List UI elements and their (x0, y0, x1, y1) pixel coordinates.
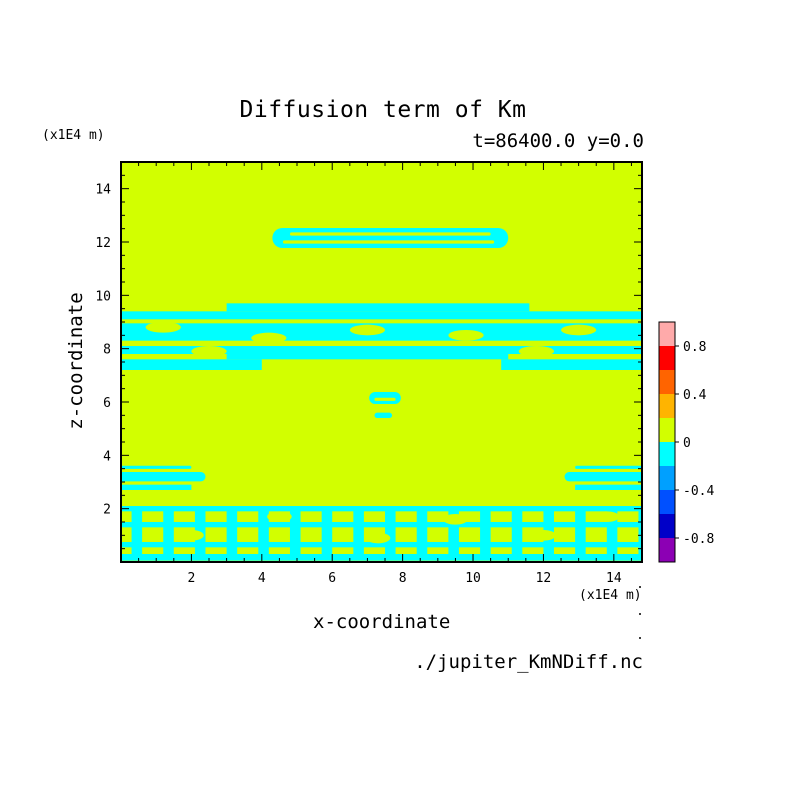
x-axis-unit: (x1E4 m) (579, 588, 642, 603)
right-shelf (575, 484, 642, 490)
axis-layer: 2 4 6 8 10 12 14 2 4 6 8 10 12 14 (95, 162, 642, 639)
bottom-streak (480, 508, 491, 557)
bottom-streak (353, 508, 364, 557)
bottom-band (121, 522, 642, 528)
x-tick-label: 8 (399, 571, 407, 586)
x-tick-label: 10 (465, 571, 481, 586)
bottom-streak (511, 508, 523, 557)
y-tick-label: 10 (95, 289, 111, 304)
bottom-streak (575, 508, 586, 557)
upper-feature-gap (289, 232, 491, 236)
bottom-streak (416, 508, 428, 557)
colorbar-swatch (659, 490, 675, 514)
axis-mark (639, 613, 641, 615)
y-tick-label: 4 (103, 449, 111, 464)
colorbar-tick-label: 0 (683, 436, 691, 451)
file-name-label: ./jupiter_KmNDiff.nc (414, 651, 643, 673)
mid-gap-blob (191, 346, 227, 357)
bottom-gap-blob (179, 530, 204, 541)
bottom-streak (385, 508, 396, 557)
bottom-streak (226, 508, 238, 557)
x-tick-label: 6 (328, 571, 336, 586)
bottom-streak (638, 508, 642, 557)
colorbar-tick-label: 0.4 (683, 388, 707, 403)
center-feature-tail (374, 412, 393, 418)
bottom-streak (289, 508, 301, 557)
bottom-gap-blob (443, 514, 468, 525)
mid-gap-blob (448, 330, 484, 341)
colorbar-swatch (659, 442, 675, 466)
x-tick-label: 12 (536, 571, 552, 586)
bottom-gap-blob (365, 532, 391, 544)
x-tick-label: 4 (258, 571, 266, 586)
y-tick-label: 12 (95, 236, 111, 251)
bottom-streak (131, 508, 143, 557)
y-tick-label: 6 (103, 396, 111, 411)
colorbar-swatch (659, 514, 675, 538)
bottom-band (121, 542, 642, 548)
x-tick-label: 14 (606, 571, 622, 586)
colorbar-tick-label: -0.8 (683, 532, 714, 547)
bottom-streak (258, 508, 269, 557)
left-shelf (121, 465, 192, 469)
chart-title: Diffusion term of Km (239, 97, 527, 123)
mid-band (121, 311, 642, 320)
colorbar: -0.8 -0.4 0 0.4 0.8 (658, 321, 714, 563)
bottom-streak (321, 508, 333, 557)
upper-feature-gap (282, 240, 495, 244)
mid-band (121, 359, 262, 370)
chart-subtitle: t=86400.0 y=0.0 (472, 130, 644, 152)
left-shelf (121, 472, 206, 482)
x-axis-label: x-coordinate (313, 611, 451, 633)
mid-gap-blob (251, 332, 287, 344)
bottom-band (121, 506, 642, 512)
bottom-streak (163, 508, 174, 557)
mid-gap-blob (518, 346, 554, 357)
field-layer (121, 162, 642, 562)
colorbar-swatch (659, 418, 675, 442)
mid-band (226, 351, 509, 360)
bottom-gap-blob (594, 511, 620, 522)
mid-band (121, 346, 642, 354)
colorbar-swatch (659, 370, 675, 394)
colorbar-swatch (659, 346, 675, 370)
upper-feature (272, 228, 509, 248)
colorbar-swatch (659, 466, 675, 490)
mid-gap-blob (561, 324, 597, 336)
y-tick-label: 14 (95, 183, 111, 198)
right-shelf (575, 465, 642, 469)
mid-band (226, 303, 530, 312)
y-tick-label: 2 (103, 503, 111, 518)
y-axis-unit: (x1E4 m) (42, 128, 105, 143)
colorbar-swatch (659, 538, 675, 562)
center-feature-gap (374, 397, 396, 401)
mid-gap-blob (349, 324, 386, 336)
x-tick-label: 2 (187, 571, 195, 586)
y-tick-label: 8 (103, 343, 111, 358)
colorbar-swatch (659, 394, 675, 418)
colorbar-tick-label: -0.4 (683, 484, 714, 499)
bottom-band (121, 554, 642, 561)
colorbar-tick-label: 0.8 (683, 340, 706, 355)
right-shelf (564, 472, 642, 482)
colorbar-swatch (659, 322, 675, 346)
bottom-gap-blob (267, 511, 292, 522)
mid-band (501, 359, 642, 370)
bottom-gap-blob (531, 530, 556, 541)
axis-mark (639, 586, 641, 588)
axis-mark (639, 637, 641, 639)
bottom-streak (606, 508, 618, 557)
left-shelf (121, 484, 192, 490)
mid-gap-blob (145, 322, 181, 333)
bottom-streak (448, 508, 459, 557)
